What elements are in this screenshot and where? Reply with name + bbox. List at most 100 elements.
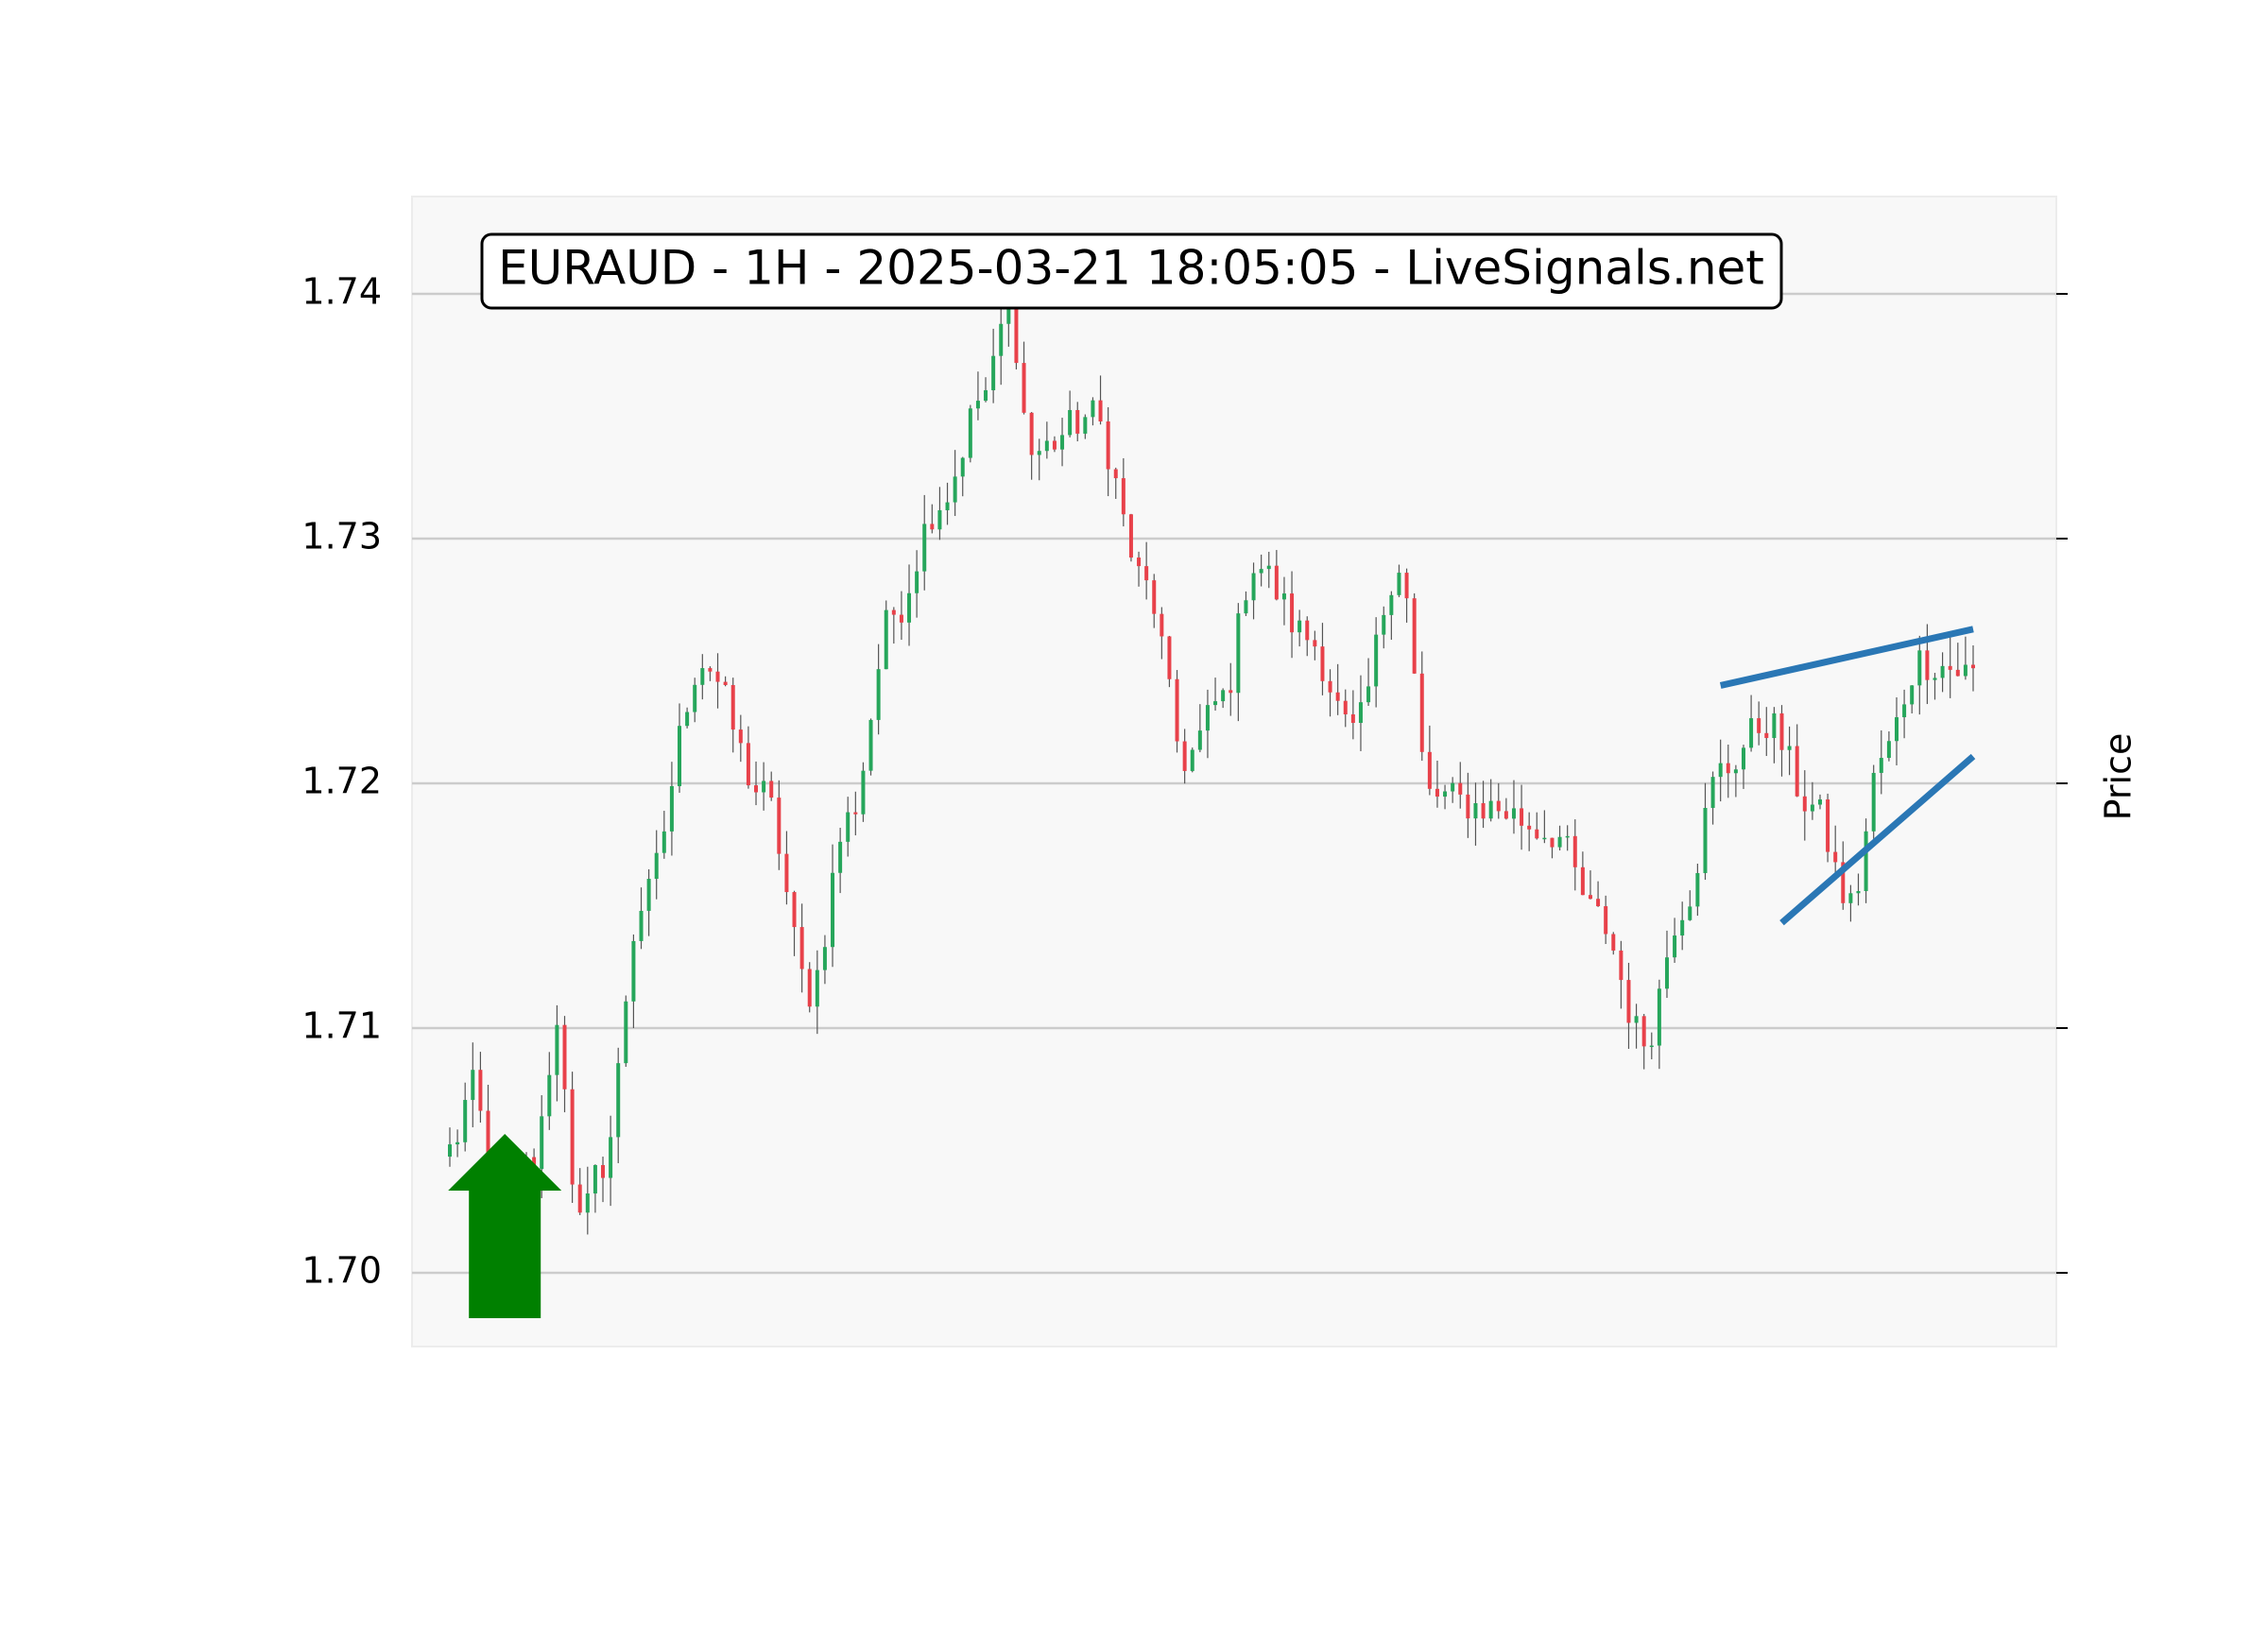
candle-up xyxy=(1894,717,1899,742)
candle-down xyxy=(1481,802,1486,819)
candle-down xyxy=(1925,650,1930,680)
candle-up xyxy=(1910,685,1915,705)
candle-down xyxy=(1466,794,1470,819)
candle-up xyxy=(1511,808,1516,819)
candle-up xyxy=(448,1144,452,1158)
candle-down xyxy=(1520,808,1524,826)
candle-down xyxy=(1550,837,1555,848)
candle-up xyxy=(1083,417,1088,434)
plot-area xyxy=(411,196,2057,1347)
candle-up xyxy=(1917,650,1922,686)
candle-down xyxy=(1588,895,1592,900)
candle-up xyxy=(1673,935,1677,958)
candle-down xyxy=(769,781,774,798)
candle-down xyxy=(1335,692,1340,701)
candle-up xyxy=(1710,777,1715,809)
candle-up xyxy=(1389,594,1394,615)
y-tick-label: 1.73 xyxy=(301,516,382,558)
candle-up xyxy=(991,355,996,391)
candle-up xyxy=(960,457,965,477)
candle-up xyxy=(593,1164,597,1194)
candle-up xyxy=(624,1001,628,1064)
candle-up xyxy=(1733,769,1738,774)
candle-up xyxy=(868,719,873,771)
candle-down xyxy=(1328,680,1332,693)
candle-down xyxy=(723,681,728,685)
y-tick-label: 1.72 xyxy=(301,761,382,802)
candle-up xyxy=(1749,718,1754,748)
candle-down xyxy=(1343,700,1348,715)
candle-up xyxy=(762,781,766,793)
candle-up xyxy=(1902,704,1907,718)
candle-up xyxy=(616,1063,621,1138)
y-axis-title: Price xyxy=(2098,733,2139,821)
candle-up xyxy=(1382,614,1386,635)
candle-up xyxy=(1634,1016,1639,1023)
candle-down xyxy=(1182,741,1187,771)
candle-up xyxy=(1236,613,1241,694)
y-tick-label: 1.71 xyxy=(301,1005,382,1047)
candle-down xyxy=(478,1070,483,1111)
candle-up xyxy=(861,770,866,815)
candle-up xyxy=(945,502,950,511)
candle-up xyxy=(455,1141,460,1145)
candle-down xyxy=(754,785,759,793)
candle-up xyxy=(907,592,912,623)
candle-up xyxy=(1817,799,1822,805)
candle-down xyxy=(930,523,935,530)
candle-up xyxy=(1281,593,1286,600)
candle-up xyxy=(1197,730,1202,750)
candle-up xyxy=(1251,573,1256,601)
candle-up xyxy=(1557,836,1562,848)
candle-up xyxy=(1374,634,1379,687)
candle-down xyxy=(570,1089,575,1185)
candle-up xyxy=(631,940,636,1002)
candle-down xyxy=(1626,980,1631,1023)
candle-up xyxy=(1741,747,1745,770)
candle-up xyxy=(822,947,827,970)
candle-up xyxy=(1565,835,1570,838)
candle-down xyxy=(799,927,804,969)
y-tick-label: 1.70 xyxy=(301,1250,382,1292)
candle-down xyxy=(1795,746,1799,797)
trendlines xyxy=(1719,626,1976,926)
candle-down xyxy=(1535,829,1539,839)
candle-down xyxy=(1167,636,1172,679)
candle-down xyxy=(601,1164,606,1178)
candle-up xyxy=(662,831,666,853)
candle-down xyxy=(1404,573,1409,599)
candle-down xyxy=(532,1157,537,1170)
candle-up xyxy=(669,785,674,832)
candle-up xyxy=(1542,837,1547,840)
candle-down xyxy=(1320,646,1325,681)
candle-up xyxy=(1060,435,1065,450)
candle-up xyxy=(1940,665,1945,678)
candle-down xyxy=(1604,906,1608,935)
candle-up xyxy=(1266,565,1271,570)
candle-down xyxy=(1435,788,1439,797)
candle-up xyxy=(1664,957,1669,989)
candle-down xyxy=(1948,665,1952,670)
candle-down xyxy=(853,812,858,815)
candle-down xyxy=(1052,440,1057,450)
candle-up xyxy=(1213,701,1218,706)
candle-down xyxy=(777,798,782,854)
candle-down xyxy=(486,1110,490,1164)
candle-down xyxy=(1022,363,1026,413)
candle-down xyxy=(891,609,896,615)
candle-down xyxy=(1075,409,1080,434)
candle-up xyxy=(984,390,988,402)
candle-down xyxy=(1955,669,1960,677)
candle-up xyxy=(463,1100,468,1142)
candle-up xyxy=(1397,573,1401,595)
candle-up xyxy=(1718,763,1723,778)
candle-up xyxy=(547,1074,552,1117)
candle-up xyxy=(1933,678,1937,680)
candle-down xyxy=(1726,763,1730,774)
candle-down xyxy=(577,1184,582,1213)
candle-up xyxy=(1772,712,1777,739)
y-tick-label: 1.74 xyxy=(301,271,382,313)
candle-up xyxy=(678,726,682,786)
candle-up xyxy=(1190,749,1194,771)
candle-up xyxy=(815,969,819,1007)
